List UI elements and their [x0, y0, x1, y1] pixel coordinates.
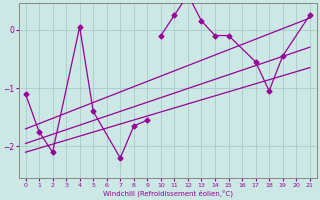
- X-axis label: Windchill (Refroidissement éolien,°C): Windchill (Refroidissement éolien,°C): [103, 189, 233, 197]
